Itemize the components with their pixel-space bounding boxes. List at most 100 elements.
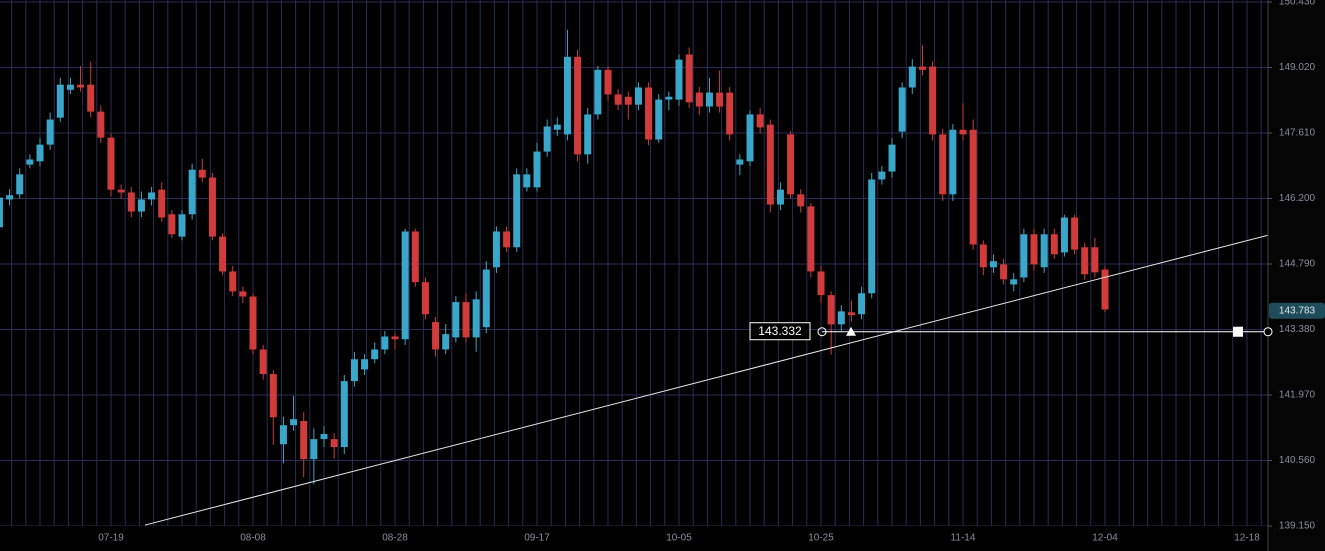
- candle-body: [361, 359, 369, 370]
- y-tick-label: 149.020: [1279, 62, 1316, 73]
- x-tick-label: 12-04: [1092, 533, 1118, 544]
- candle-body: [868, 179, 876, 294]
- candle-body: [665, 96, 673, 100]
- x-tick-label: 10-25: [808, 533, 834, 544]
- candle-body: [908, 66, 916, 88]
- candle-body: [16, 174, 24, 195]
- x-tick-label: 12-18: [1234, 533, 1260, 544]
- candle-body: [168, 214, 176, 235]
- candle-body: [0, 197, 3, 228]
- candle-body: [1101, 269, 1109, 310]
- candle-body: [1000, 264, 1008, 280]
- candle-body: [929, 66, 937, 135]
- candle-body: [249, 296, 257, 350]
- candle-body: [878, 171, 886, 180]
- candle-body: [807, 206, 815, 272]
- candle-body: [939, 134, 947, 195]
- x-tick-label: 10-05: [666, 533, 692, 544]
- candle-body: [269, 374, 277, 418]
- candle-body: [411, 231, 419, 283]
- candle-body: [543, 126, 551, 152]
- candle-body: [746, 114, 754, 162]
- candle-body: [229, 271, 237, 292]
- x-tick-label: 07-19: [98, 533, 124, 544]
- level-label-box: [749, 322, 811, 341]
- candle-body: [97, 111, 105, 138]
- plot-area: [0, 1, 1268, 526]
- candle-body: [239, 291, 247, 297]
- candle-body: [523, 174, 531, 188]
- candle-body: [401, 231, 409, 340]
- level-marker: [846, 326, 856, 336]
- candle-body: [350, 359, 358, 382]
- y-tick-label: 139.150: [1279, 521, 1316, 532]
- candle-body: [127, 192, 135, 212]
- candle-body: [604, 69, 612, 95]
- candle-body: [36, 144, 44, 162]
- candle-body: [837, 311, 845, 325]
- price-axis: [1268, 0, 1325, 551]
- x-tick-label: 08-08: [240, 533, 266, 544]
- candle-body: [756, 114, 764, 128]
- candle-body: [1010, 279, 1018, 285]
- candle-body: [492, 231, 500, 268]
- candle-body: [340, 381, 348, 448]
- candle-body: [675, 59, 683, 100]
- candle-body: [178, 214, 186, 237]
- candle-body: [188, 169, 196, 215]
- candle-body: [310, 439, 318, 460]
- level-end-circle: [1263, 327, 1273, 337]
- candle-body: [290, 419, 298, 426]
- candle-body: [198, 169, 206, 178]
- candle-body: [462, 302, 470, 338]
- candle-body: [685, 54, 693, 103]
- candle-body: [371, 349, 379, 360]
- candle-body: [66, 84, 74, 90]
- candle-body: [695, 92, 703, 107]
- candle-body: [513, 174, 521, 248]
- candle-body: [817, 271, 825, 296]
- candle-body: [898, 87, 906, 132]
- candle-body: [87, 84, 95, 112]
- level-label: 143.332: [758, 324, 802, 338]
- candle-body: [847, 312, 855, 316]
- candle-body: [421, 282, 429, 315]
- candle-body: [1060, 217, 1068, 253]
- candle-body: [300, 421, 308, 460]
- candle-body: [381, 336, 389, 350]
- candle-body: [432, 322, 440, 350]
- candle-body: [655, 99, 663, 140]
- candle-body: [949, 129, 957, 195]
- y-tick-label: 141.970: [1279, 390, 1316, 401]
- candle-body: [827, 295, 835, 325]
- candle-body: [107, 137, 115, 190]
- candle-body: [705, 92, 713, 107]
- candle-body: [1071, 217, 1079, 250]
- candle-body: [797, 194, 805, 207]
- overlay: 139.150 140.560 141.970 143.380 144.790 146.2…: [98, 0, 1325, 551]
- candle-body: [533, 151, 541, 188]
- candle-body: [1040, 234, 1048, 268]
- candle-body: [26, 159, 34, 165]
- candle-body: [452, 302, 460, 338]
- candle-body: [1081, 247, 1089, 275]
- candle-body: [279, 425, 287, 445]
- x-tick-label: 11-14: [951, 533, 976, 544]
- candle-body: [46, 119, 54, 145]
- candle-body: [503, 231, 511, 248]
- candle-body: [858, 293, 866, 315]
- candle-body: [776, 189, 784, 205]
- candle-body: [1050, 234, 1058, 255]
- candle-body: [634, 87, 642, 105]
- last-price-label: 143.783: [1279, 305, 1316, 316]
- candle-body: [594, 69, 602, 115]
- candle-body: [1091, 247, 1099, 273]
- candle-body: [117, 189, 125, 193]
- y-tick-label: 143.380: [1279, 324, 1316, 335]
- candle-body: [918, 66, 926, 70]
- candle-body: [736, 159, 744, 165]
- candle-body: [330, 439, 338, 448]
- candle-body: [148, 192, 156, 200]
- candle-body: [482, 269, 490, 328]
